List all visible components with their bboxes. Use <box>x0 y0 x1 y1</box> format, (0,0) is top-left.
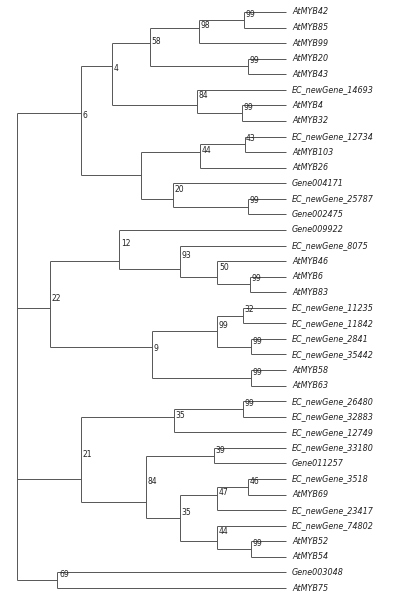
Text: 58: 58 <box>151 37 161 46</box>
Text: Gene004171: Gene004171 <box>292 179 344 188</box>
Text: Gene009922: Gene009922 <box>292 226 344 235</box>
Text: 99: 99 <box>218 321 228 330</box>
Text: 99: 99 <box>243 103 253 112</box>
Text: EC_newGene_14693: EC_newGene_14693 <box>292 85 374 94</box>
Text: EC_newGene_12734: EC_newGene_12734 <box>292 132 374 141</box>
Text: 35: 35 <box>176 410 185 419</box>
Text: EC_newGene_32883: EC_newGene_32883 <box>292 412 374 421</box>
Text: 43: 43 <box>246 134 256 143</box>
Text: 47: 47 <box>218 488 228 497</box>
Text: EC_newGene_11235: EC_newGene_11235 <box>292 303 374 312</box>
Text: 22: 22 <box>51 294 61 303</box>
Text: 4: 4 <box>114 64 119 73</box>
Text: 9: 9 <box>154 344 158 353</box>
Text: 12: 12 <box>121 239 131 248</box>
Text: AtMYB54: AtMYB54 <box>292 553 328 562</box>
Text: EC_newGene_3518: EC_newGene_3518 <box>292 475 369 484</box>
Text: AtMYB42: AtMYB42 <box>292 7 328 16</box>
Text: AtMYB85: AtMYB85 <box>292 23 328 32</box>
Text: EC_newGene_12749: EC_newGene_12749 <box>292 428 374 437</box>
Text: AtMYB4: AtMYB4 <box>292 101 323 110</box>
Text: AtMYB43: AtMYB43 <box>292 70 328 79</box>
Text: 99: 99 <box>252 337 262 346</box>
Text: 99: 99 <box>250 196 260 205</box>
Text: AtMYB52: AtMYB52 <box>292 537 328 546</box>
Text: EC_newGene_74802: EC_newGene_74802 <box>292 521 374 530</box>
Text: AtMYB46: AtMYB46 <box>292 257 328 266</box>
Text: EC_newGene_8075: EC_newGene_8075 <box>292 241 369 250</box>
Text: 20: 20 <box>175 185 184 194</box>
Text: 99: 99 <box>252 539 262 548</box>
Text: EC_newGene_11842: EC_newGene_11842 <box>292 319 374 328</box>
Text: EC_newGene_25787: EC_newGene_25787 <box>292 194 374 203</box>
Text: AtMYB75: AtMYB75 <box>292 584 328 593</box>
Text: AtMYB32: AtMYB32 <box>292 116 328 125</box>
Text: 6: 6 <box>82 111 87 120</box>
Text: AtMYB103: AtMYB103 <box>292 148 333 157</box>
Text: EC_newGene_2841: EC_newGene_2841 <box>292 334 369 343</box>
Text: 21: 21 <box>82 449 92 458</box>
Text: 99: 99 <box>249 56 259 65</box>
Text: 35: 35 <box>181 508 191 517</box>
Text: 44: 44 <box>202 146 211 155</box>
Text: 32: 32 <box>244 305 254 314</box>
Text: 99: 99 <box>244 399 254 408</box>
Text: Gene011257: Gene011257 <box>292 459 344 468</box>
Text: 69: 69 <box>59 570 69 579</box>
Text: AtMYB20: AtMYB20 <box>292 54 328 63</box>
Text: EC_newGene_23417: EC_newGene_23417 <box>292 506 374 515</box>
Text: 84: 84 <box>148 477 157 486</box>
Text: 98: 98 <box>201 22 211 31</box>
Text: AtMYB58: AtMYB58 <box>292 365 328 374</box>
Text: AtMYB99: AtMYB99 <box>292 38 328 47</box>
Text: Gene002475: Gene002475 <box>292 210 344 219</box>
Text: AtMYB63: AtMYB63 <box>292 381 328 390</box>
Text: AtMYB26: AtMYB26 <box>292 163 328 172</box>
Text: EC_newGene_35442: EC_newGene_35442 <box>292 350 374 359</box>
Text: AtMYB69: AtMYB69 <box>292 490 328 499</box>
Text: 99: 99 <box>252 368 262 377</box>
Text: 93: 93 <box>181 251 191 260</box>
Text: 99: 99 <box>251 274 261 283</box>
Text: 50: 50 <box>219 263 229 272</box>
Text: 99: 99 <box>245 10 255 19</box>
Text: EC_newGene_33180: EC_newGene_33180 <box>292 443 374 452</box>
Text: 46: 46 <box>250 477 260 486</box>
Text: AtMYB83: AtMYB83 <box>292 288 328 297</box>
Text: EC_newGene_26480: EC_newGene_26480 <box>292 397 374 406</box>
Text: Gene003048: Gene003048 <box>292 568 344 577</box>
Text: 84: 84 <box>199 91 209 100</box>
Text: 39: 39 <box>215 446 225 455</box>
Text: 44: 44 <box>218 527 228 536</box>
Text: AtMYB6: AtMYB6 <box>292 272 323 281</box>
